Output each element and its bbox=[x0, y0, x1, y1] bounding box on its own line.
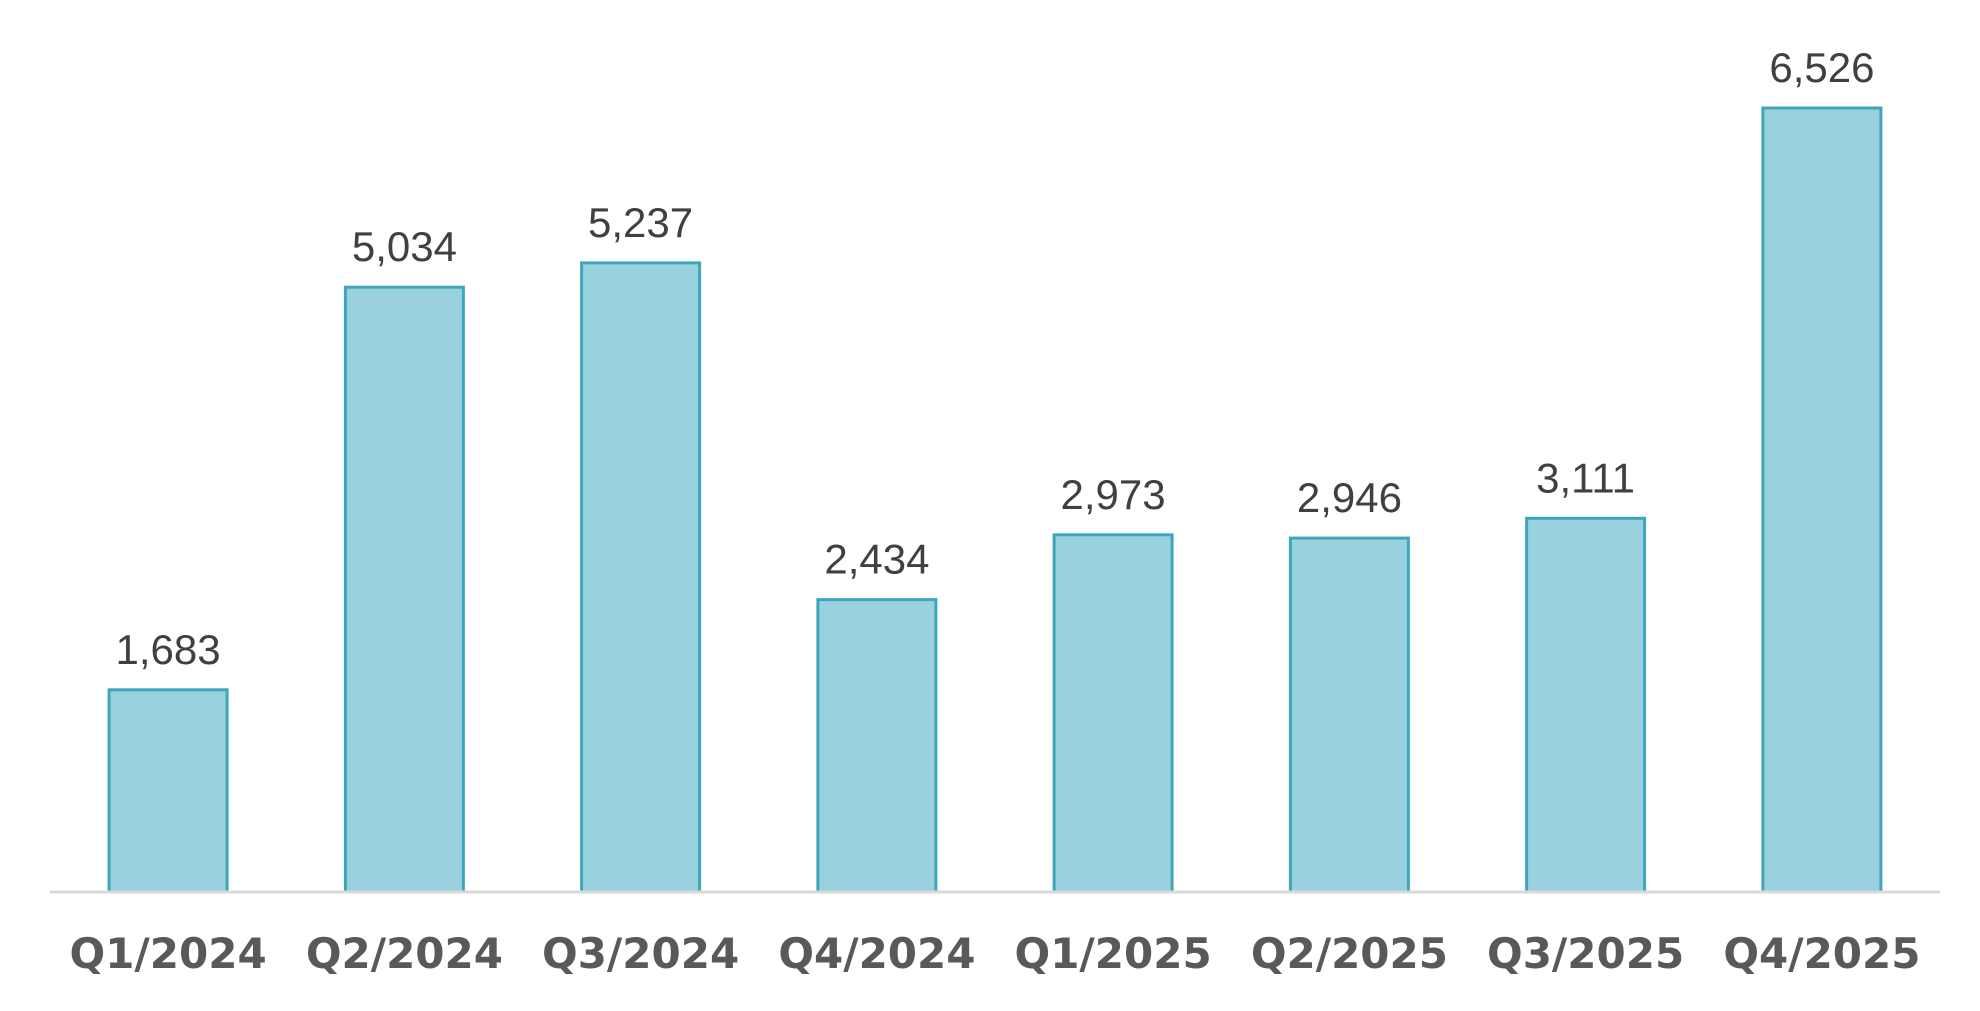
x-tick-label: Q4/2024 bbox=[778, 929, 975, 978]
data-label: 2,946 bbox=[1297, 474, 1402, 521]
bar-q3-2025 bbox=[1525, 516, 1647, 894]
x-tick-labels-layer: Q1/2024 Q2/2024 Q3/2024 Q4/2024 Q1/2025 Q2/20… bbox=[70, 929, 1921, 978]
bar-q4-2024 bbox=[816, 598, 938, 894]
bar-q1-2025 bbox=[1052, 533, 1174, 894]
bar-q2-2025 bbox=[1288, 536, 1410, 894]
bar-q3-2024 bbox=[580, 261, 702, 894]
data-labels-layer: 1,683 5,034 5,237 2,434 2,973 2,946 3,111 6,526 bbox=[116, 44, 1875, 673]
x-tick-label: Q1/2024 bbox=[70, 929, 267, 978]
bar-q4-2025 bbox=[1761, 106, 1883, 894]
data-label: 2,973 bbox=[1061, 471, 1166, 518]
x-tick-label: Q3/2025 bbox=[1487, 929, 1684, 978]
data-label: 2,434 bbox=[824, 536, 929, 583]
data-label: 5,237 bbox=[588, 199, 693, 246]
x-tick-label: Q3/2024 bbox=[542, 929, 739, 978]
data-label: 3,111 bbox=[1536, 454, 1635, 501]
data-label: 1,683 bbox=[116, 626, 221, 673]
x-tick-label: Q2/2024 bbox=[306, 929, 503, 978]
data-label: 6,526 bbox=[1769, 44, 1874, 91]
bar-q2-2024 bbox=[343, 285, 465, 894]
x-tick-label: Q1/2025 bbox=[1015, 929, 1212, 978]
bars-layer bbox=[107, 106, 1883, 894]
data-label: 5,034 bbox=[352, 223, 457, 270]
x-tick-label: Q4/2025 bbox=[1723, 929, 1920, 978]
bar-q1-2024 bbox=[107, 688, 229, 894]
x-tick-label: Q2/2025 bbox=[1251, 929, 1448, 978]
